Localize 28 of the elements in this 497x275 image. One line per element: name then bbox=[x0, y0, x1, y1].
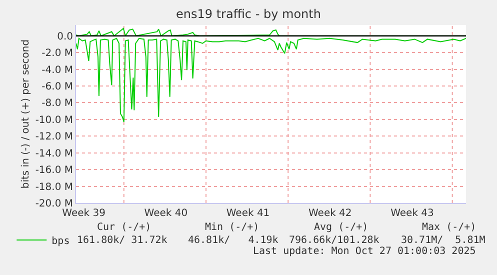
y-tick-label: -4.0 M bbox=[42, 64, 73, 76]
y-tick-label: -2.0 M bbox=[42, 48, 73, 60]
text: Avg (-/+) bbox=[314, 222, 368, 233]
y-tick-label: -12.0 M bbox=[35, 132, 73, 143]
y-tick-label: -8.0 M bbox=[42, 98, 73, 110]
y-tick-label: -10.0 M bbox=[35, 114, 73, 126]
text: Last update: Mon Oct 27 01:00:03 2025 bbox=[253, 246, 476, 257]
x-tick-label: Week 43 bbox=[390, 208, 434, 219]
text: Max (-/+) bbox=[422, 222, 476, 233]
y-axis-title: bits in (-) / out (+) per second bbox=[20, 39, 32, 189]
text: Cur (-/+) bbox=[97, 222, 152, 233]
text: 46.81k/ 4.19k bbox=[188, 235, 278, 246]
text: 796.66k/101.28k bbox=[289, 235, 380, 246]
text: 161.80k/ 31.72k bbox=[77, 235, 168, 246]
y-tick-label: 0.0 bbox=[57, 31, 73, 42]
text: 30.71M/ 5.81M bbox=[401, 235, 486, 246]
x-tick-label: Week 41 bbox=[226, 208, 270, 219]
text: Min (-/+) bbox=[205, 222, 260, 233]
y-tick-label: -20.0 M bbox=[35, 198, 73, 210]
legend-label: bps bbox=[52, 236, 70, 247]
y-tick-label: -6.0 M bbox=[42, 82, 73, 92]
x-tick-label: Week 40 bbox=[144, 208, 188, 219]
x-tick-label: Week 39 bbox=[62, 208, 106, 219]
chart-title: ens19 traffic - by month bbox=[176, 7, 321, 22]
x-tick-label: Week 42 bbox=[308, 208, 352, 219]
y-tick-label: -18.0 M bbox=[35, 182, 73, 193]
y-tick-label: -14.0 M bbox=[35, 148, 73, 160]
y-tick-label: -16.0 M bbox=[35, 165, 73, 176]
